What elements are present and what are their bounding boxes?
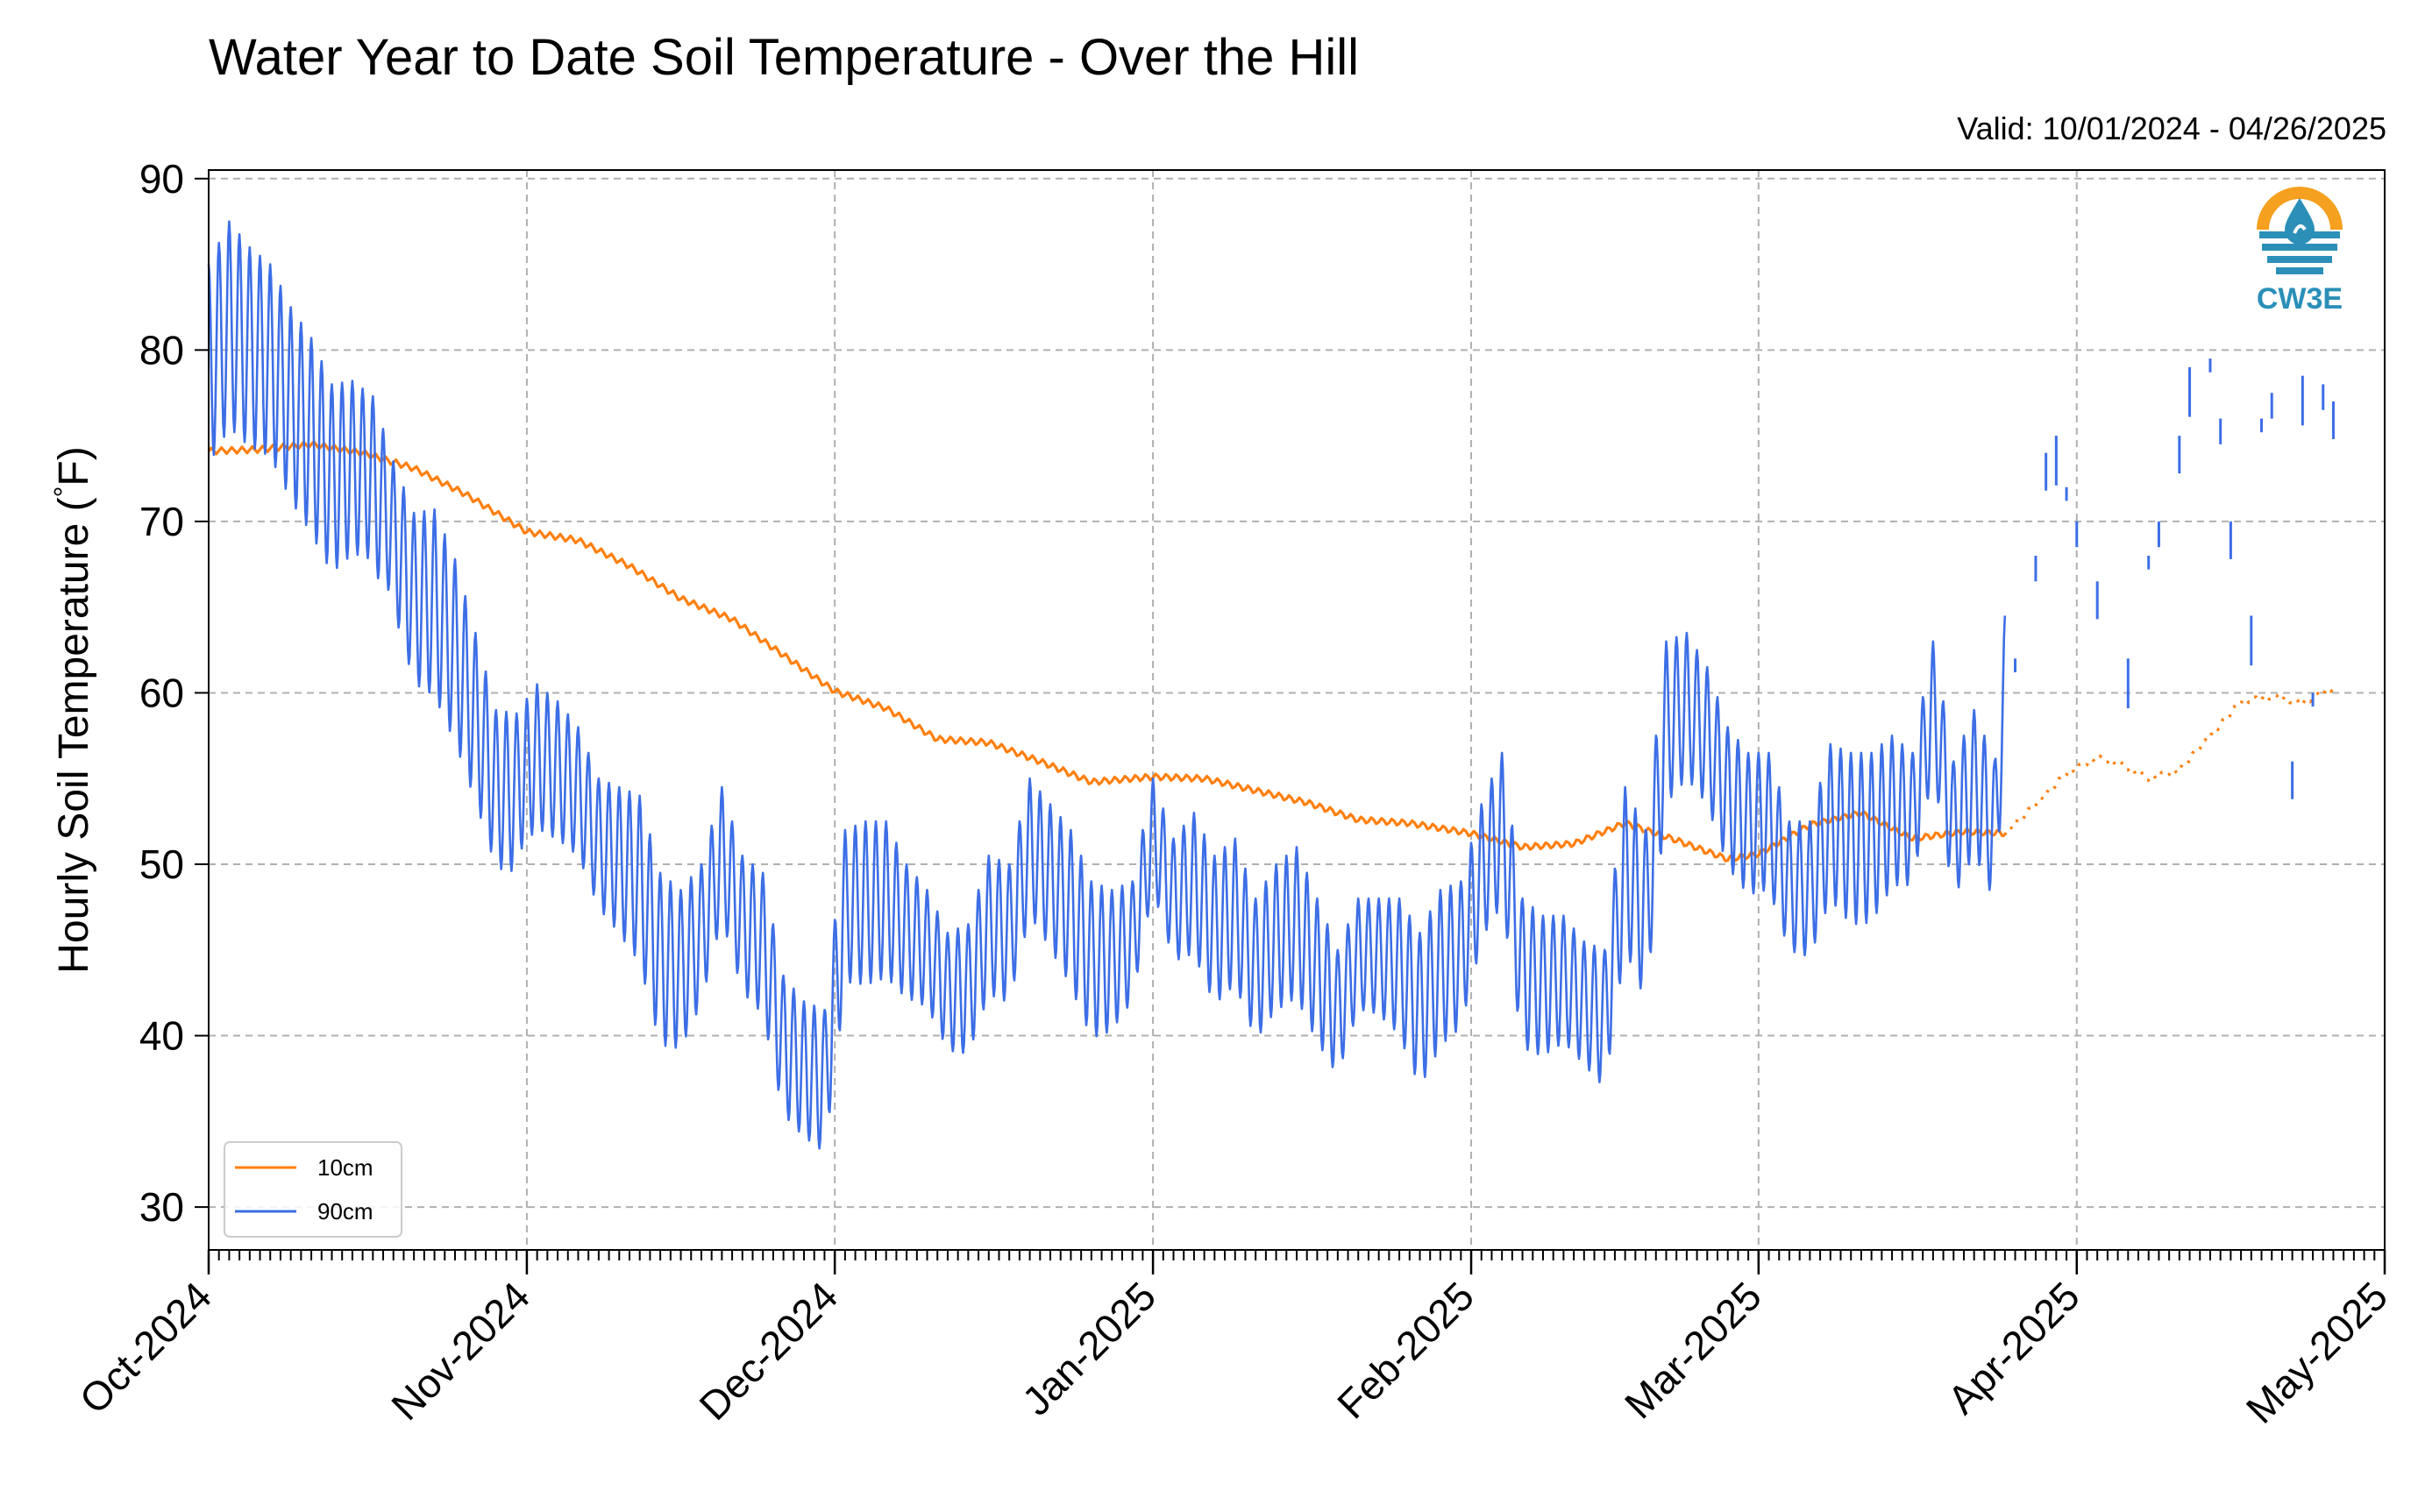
y-axis-label-part: Hourly Soil Temperature ( <box>51 497 97 973</box>
x-tick-label: Nov-2024 <box>382 1273 538 1429</box>
legend-box <box>224 1141 402 1238</box>
y-tick-label: 30 <box>139 1184 184 1230</box>
water-drop-icon <box>2285 198 2315 245</box>
y-axis-label: Hourly Soil Temperature (°F) <box>48 446 97 973</box>
series-line-10cm-dotted <box>2003 686 2335 836</box>
cw3e-logo: CW3E <box>2253 187 2346 316</box>
x-tick-label: Oct-2024 <box>71 1273 221 1423</box>
axis-layer: 30 40 50 60 70 80 90 Oct-2024 Nov-2024 Dec-2024 Ja… <box>71 156 2397 1432</box>
y-tick-label: 70 <box>139 499 184 544</box>
y-tick-label: 50 <box>139 841 184 887</box>
valid-date-range: Valid: 10/01/2024 - 04/26/2025 <box>1957 110 2386 146</box>
y-axis-label-degree: ° <box>48 486 80 498</box>
logo-text: CW3E <box>2257 282 2343 316</box>
y-axis-label-part: F) <box>51 446 97 486</box>
y-tick-label: 40 <box>139 1013 184 1059</box>
legend: 10cm 90cm <box>224 1141 402 1238</box>
x-tick-label: May-2025 <box>2237 1273 2396 1431</box>
chart-title: Water Year to Date Soil Temperature - Ov… <box>209 29 1360 86</box>
series-layer <box>207 220 2335 1150</box>
x-tick-label: Jan-2025 <box>1013 1273 1164 1423</box>
legend-label-90cm: 90cm <box>317 1198 373 1225</box>
x-tick-label: Mar-2025 <box>1616 1273 1770 1427</box>
x-tick-label: Apr-2025 <box>1938 1273 2088 1423</box>
series-line-10cm <box>207 440 2006 862</box>
y-tick-label: 80 <box>139 327 184 373</box>
series-line-90cm <box>207 220 2007 1150</box>
y-tick-label: 60 <box>139 670 184 715</box>
legend-label-10cm: 10cm <box>317 1154 373 1181</box>
y-tick-label: 90 <box>139 156 184 202</box>
x-tick-label: Dec-2024 <box>690 1273 846 1429</box>
logo-drop-swirl <box>2293 224 2307 234</box>
x-tick-label: Feb-2025 <box>1328 1273 1483 1427</box>
